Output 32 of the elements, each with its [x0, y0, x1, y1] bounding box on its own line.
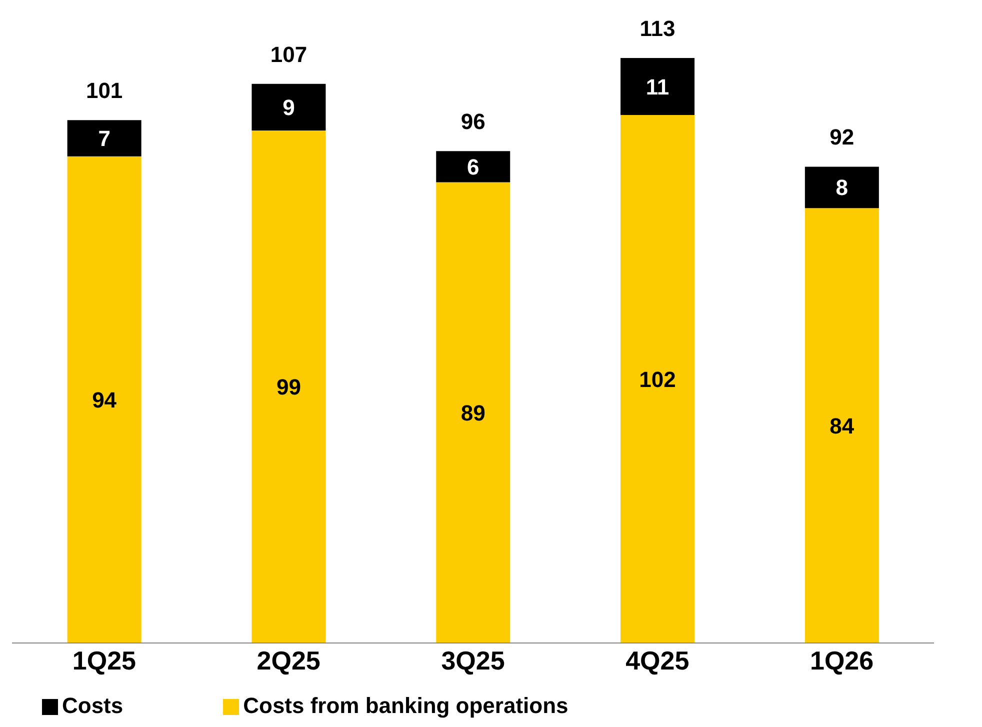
bar	[67, 156, 142, 643]
data-label: 89	[460, 400, 486, 426]
x-tick-label: 1Q26	[810, 645, 874, 676]
total-label: 101	[86, 78, 123, 104]
legend-label: Costs	[62, 693, 124, 718]
data-label: 8	[836, 175, 848, 200]
x-tick-label: 2Q25	[256, 645, 320, 676]
bar	[804, 166, 879, 208]
data-label: 94	[92, 387, 118, 412]
x-tick-label: 3Q25	[441, 645, 505, 676]
data-label: 9	[282, 94, 295, 120]
total-label: 96	[460, 109, 486, 134]
total-label: 107	[270, 42, 308, 67]
data-label: 7	[98, 126, 110, 152]
bar	[620, 58, 695, 115]
data-label: 6	[466, 154, 480, 180]
bar	[804, 208, 879, 643]
bar	[620, 114, 695, 643]
bar	[436, 182, 510, 643]
x-tick-label: 4Q25	[626, 645, 690, 676]
data-label: 99	[276, 374, 301, 400]
data-label: 102	[639, 366, 676, 392]
total-label: 92	[830, 124, 854, 150]
bar	[67, 120, 142, 156]
bar	[252, 130, 326, 643]
legend-label: Costs from banking operations	[243, 693, 568, 718]
x-tick-label: 1Q25	[72, 645, 136, 676]
bar	[436, 151, 510, 182]
data-label: 11	[646, 74, 670, 100]
bar	[252, 84, 326, 130]
total-label: 113	[640, 16, 676, 41]
data-label: 84	[830, 413, 855, 438]
